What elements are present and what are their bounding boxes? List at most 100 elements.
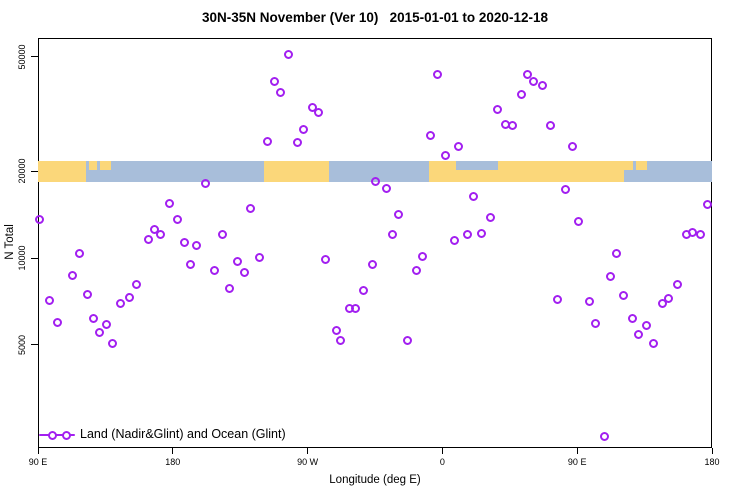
- data-point: [454, 141, 464, 151]
- data-point: [412, 266, 422, 276]
- data-point: [283, 49, 293, 59]
- x-tick: [172, 448, 174, 454]
- y-axis-title: N Total: [4, 224, 16, 260]
- data-point: [351, 304, 361, 314]
- data-point: [94, 328, 104, 338]
- chart-title: 30N-35N November (Ver 10) 2015-01-01 to …: [202, 10, 548, 25]
- land-segment: [38, 160, 86, 182]
- data-point: [605, 272, 615, 282]
- data-point: [270, 77, 280, 87]
- data-point: [336, 336, 346, 346]
- data-point: [476, 228, 486, 238]
- y-tick: [31, 344, 38, 346]
- data-point: [628, 314, 638, 324]
- data-point: [418, 251, 428, 261]
- legend-point-symbol: [47, 430, 57, 440]
- x-tick-label: 90 W: [297, 457, 319, 467]
- data-point: [599, 431, 609, 441]
- land-segment: [497, 160, 624, 182]
- data-point: [321, 254, 331, 264]
- y-tick: [31, 257, 38, 259]
- data-point: [108, 339, 118, 349]
- data-point: [156, 229, 166, 239]
- data-point: [560, 184, 570, 194]
- x-tick-label: 90 E: [567, 457, 587, 467]
- data-point: [493, 105, 503, 115]
- data-point: [246, 204, 256, 214]
- data-point: [82, 290, 92, 300]
- data-point: [703, 199, 712, 209]
- data-point: [394, 209, 404, 219]
- data-point: [276, 88, 286, 98]
- data-point: [367, 259, 377, 269]
- data-point: [150, 224, 160, 234]
- land-segment: [100, 160, 111, 171]
- data-point: [370, 176, 380, 186]
- y-tick: [31, 170, 38, 172]
- x-tick-label: 180: [165, 457, 181, 467]
- data-point: [649, 339, 659, 349]
- data-point: [292, 138, 302, 148]
- land-segment: [264, 160, 329, 182]
- data-point: [88, 314, 98, 324]
- y-tick-label: 10000: [17, 245, 27, 271]
- data-point: [634, 330, 644, 340]
- data-point: [52, 318, 62, 328]
- data-point: [553, 295, 563, 305]
- data-point: [358, 286, 368, 296]
- data-point: [34, 215, 44, 225]
- data-point: [619, 291, 629, 301]
- y-tick-label: 50000: [17, 44, 27, 70]
- data-point: [102, 320, 112, 330]
- legend-label: Land (Nadir&Glint) and Ocean (Glint): [80, 427, 286, 441]
- data-point: [186, 259, 196, 269]
- land-segment: [88, 160, 98, 171]
- data-point: [574, 216, 584, 226]
- data-point: [545, 120, 555, 130]
- x-tick: [37, 448, 39, 454]
- data-point: [255, 252, 265, 262]
- data-point: [529, 77, 539, 87]
- data-point: [75, 248, 85, 258]
- data-point: [45, 296, 55, 306]
- data-point: [331, 326, 341, 336]
- data-point: [124, 293, 134, 303]
- data-point: [695, 229, 705, 239]
- data-point: [485, 212, 495, 222]
- data-point: [611, 248, 621, 258]
- data-point: [225, 284, 235, 294]
- data-point: [67, 271, 77, 281]
- data-point: [403, 336, 413, 346]
- data-point: [425, 130, 435, 140]
- y-tick: [31, 56, 38, 58]
- data-point: [132, 280, 142, 290]
- y-tick-label: 5000: [17, 334, 27, 355]
- data-point: [673, 280, 683, 290]
- data-point: [307, 103, 317, 113]
- data-point: [210, 266, 220, 276]
- land-segment: [428, 160, 456, 182]
- x-tick-label: 180: [704, 457, 720, 467]
- data-point: [382, 183, 392, 193]
- land-segment: [624, 160, 634, 171]
- data-point: [568, 141, 578, 151]
- data-point: [584, 297, 594, 307]
- data-point: [523, 70, 533, 80]
- data-point: [232, 257, 242, 267]
- legend-point-symbol: [61, 430, 71, 440]
- data-point: [433, 70, 443, 80]
- data-point: [538, 81, 548, 91]
- data-point: [313, 108, 323, 118]
- x-tick: [307, 448, 309, 454]
- data-point: [463, 229, 473, 239]
- data-point: [144, 234, 154, 244]
- data-point: [517, 90, 527, 100]
- x-tick: [576, 448, 578, 454]
- data-point: [508, 121, 518, 131]
- data-point: [440, 150, 450, 160]
- data-point: [180, 238, 190, 248]
- data-point: [217, 229, 227, 239]
- data-point: [658, 299, 668, 309]
- plot-frame: [38, 38, 712, 448]
